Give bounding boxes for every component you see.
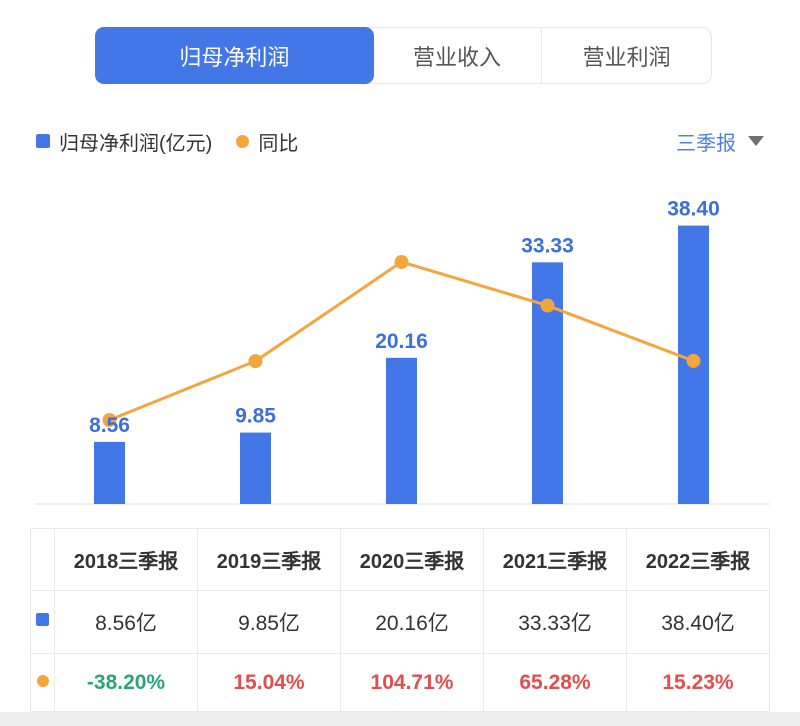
metric-tabbar: 归母净利润 营业收入 营业利润 xyxy=(95,27,712,84)
line-series-swatch-icon xyxy=(236,134,250,148)
column-header: 2019三季报 xyxy=(197,528,341,591)
column-header: 2022三季报 xyxy=(626,528,770,591)
profit-value: 8.56亿 xyxy=(54,590,198,654)
table-header-row: 2018三季报 2019三季报 2020三季报 2021三季报 2022三季报 xyxy=(30,528,770,591)
quarterly-data-table: 2018三季报 2019三季报 2020三季报 2021三季报 2022三季报 … xyxy=(30,528,770,712)
growth-value: 65.28% xyxy=(483,653,627,712)
period-selector-dropdown[interactable]: 三季报 xyxy=(676,127,764,156)
yoy-point-2020三季报[interactable] xyxy=(394,254,409,269)
legend-bar-label: 归母净利润(亿元) xyxy=(59,132,213,155)
tab-operating-profit[interactable]: 营业利润 xyxy=(541,28,711,83)
legend-line-label: 同比 xyxy=(258,132,299,155)
yoy-point-2022三季报[interactable] xyxy=(686,353,701,368)
blue-square-marker-icon xyxy=(36,613,49,626)
bar-value-label: 33.33 xyxy=(521,234,574,257)
bar-value-label: 38.40 xyxy=(667,198,720,221)
period-selector-value: 三季报 xyxy=(676,132,736,155)
profit-marker-cell xyxy=(30,590,55,654)
profit-chart-svg: 8.56 9.85 20.16 33.33 38.40 xyxy=(35,198,770,505)
bar-value-label: 9.85 xyxy=(235,405,276,428)
column-header: 2018三季报 xyxy=(54,528,198,591)
column-header: 2021三季报 xyxy=(483,528,627,591)
growth-marker-cell xyxy=(30,653,55,712)
legend-row: 归母净利润(亿元) 同比 三季报 xyxy=(36,127,764,156)
growth-value: 104.71% xyxy=(340,653,484,712)
growth-values-row: -38.20% 15.04% 104.71% 65.28% 15.23% xyxy=(30,653,770,712)
profit-value: 20.16亿 xyxy=(340,590,484,654)
legend-item-net-profit[interactable]: 归母净利润(亿元) xyxy=(36,127,212,156)
growth-value: -38.20% xyxy=(54,653,198,712)
bar-value-label: 20.16 xyxy=(375,330,428,353)
tab-revenue[interactable]: 营业收入 xyxy=(412,44,501,70)
bar-2020三季报[interactable] xyxy=(386,357,417,504)
tab-net-profit[interactable]: 归母净利润 xyxy=(95,27,374,84)
caret-down-icon xyxy=(748,136,764,146)
profit-value: 9.85亿 xyxy=(197,590,341,654)
bar-series-swatch-icon xyxy=(36,134,50,148)
orange-dot-marker-icon xyxy=(36,674,49,687)
bar-value-label: 8.56 xyxy=(89,414,130,437)
profit-value: 33.33亿 xyxy=(483,590,627,654)
marker-header-cell xyxy=(30,528,55,591)
legend-item-yoy[interactable]: 同比 xyxy=(236,127,298,156)
yoy-point-2018三季报[interactable] xyxy=(102,413,117,427)
yoy-point-2019三季报[interactable] xyxy=(248,354,263,369)
bar-2019三季报[interactable] xyxy=(240,432,271,504)
profit-chart: 8.56 9.85 20.16 33.33 38.40 xyxy=(0,180,800,510)
yoy-point-2021三季报[interactable] xyxy=(540,298,555,313)
profit-values-row: 8.56亿 9.85亿 20.16亿 33.33亿 38.40亿 xyxy=(30,590,770,654)
column-header: 2020三季报 xyxy=(340,528,484,591)
bar-2018三季报[interactable] xyxy=(94,441,125,504)
growth-value: 15.23% xyxy=(626,653,770,712)
growth-value: 15.04% xyxy=(197,653,341,712)
profit-value: 38.40亿 xyxy=(626,590,770,654)
page-background-strip xyxy=(0,712,800,726)
